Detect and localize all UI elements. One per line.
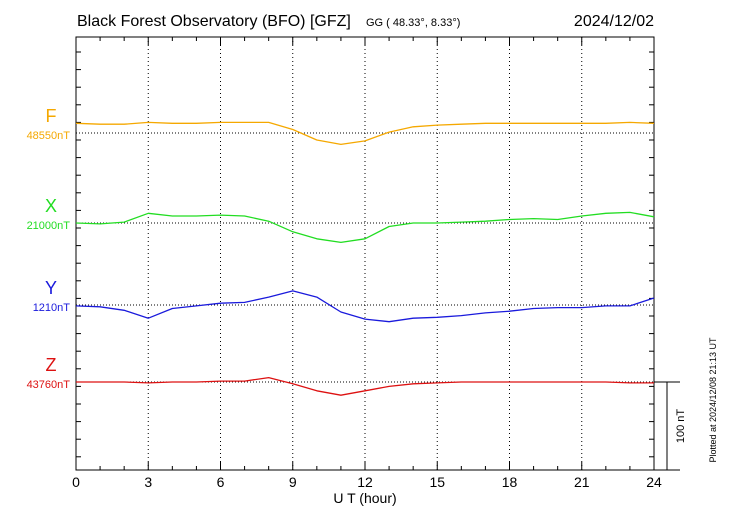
x-tick-label-9: 9 [289,474,297,490]
series-name-F: F [46,106,57,126]
station-coordinates: GG ( 48.33°, 8.33°) [366,17,460,29]
chart-title: Black Forest Observatory (BFO) [GFZ] [77,13,351,30]
x-tick-label-6: 6 [217,474,225,490]
series-name-Z: Z [46,355,57,375]
series-name-Y: Y [45,278,57,298]
plotted-at-note: Plotted at 2024/12/08 21:13 UT [708,337,718,463]
x-tick-label-12: 12 [357,474,373,490]
scale-bar-label: 100 nT [675,409,687,444]
series-labels: F 48550nT X 21000nT Y 1210nT Z 43760nT [27,106,71,391]
x-tick-label-0: 0 [72,474,80,490]
series-line-X [75,211,655,244]
x-tick-label-3: 3 [144,474,152,490]
series-name-X: X [45,196,57,216]
axis-ticks [75,37,655,470]
x-tick-label-18: 18 [502,474,518,490]
x-tick-labels: 0 3 6 9 12 15 18 21 24 [72,474,662,490]
x-tick-label-24: 24 [646,474,662,490]
series-lines [75,121,655,396]
series-line-Y [75,290,655,323]
series-line-F [75,121,655,146]
x-tick-label-21: 21 [574,474,590,490]
scale-bar: 100 nT [654,381,687,471]
x-axis-label: U T (hour) [333,490,396,506]
x-tick-label-15: 15 [429,474,445,490]
series-baseline-Z: 43760nT [27,379,71,391]
chart-date: 2024/12/02 [574,13,654,30]
series-baseline-F: 48550nT [27,130,71,142]
series-baseline-X: 21000nT [27,220,71,232]
series-baseline-Y: 1210nT [33,302,71,314]
vertical-grid [147,37,583,470]
series-line-Z [76,376,654,396]
